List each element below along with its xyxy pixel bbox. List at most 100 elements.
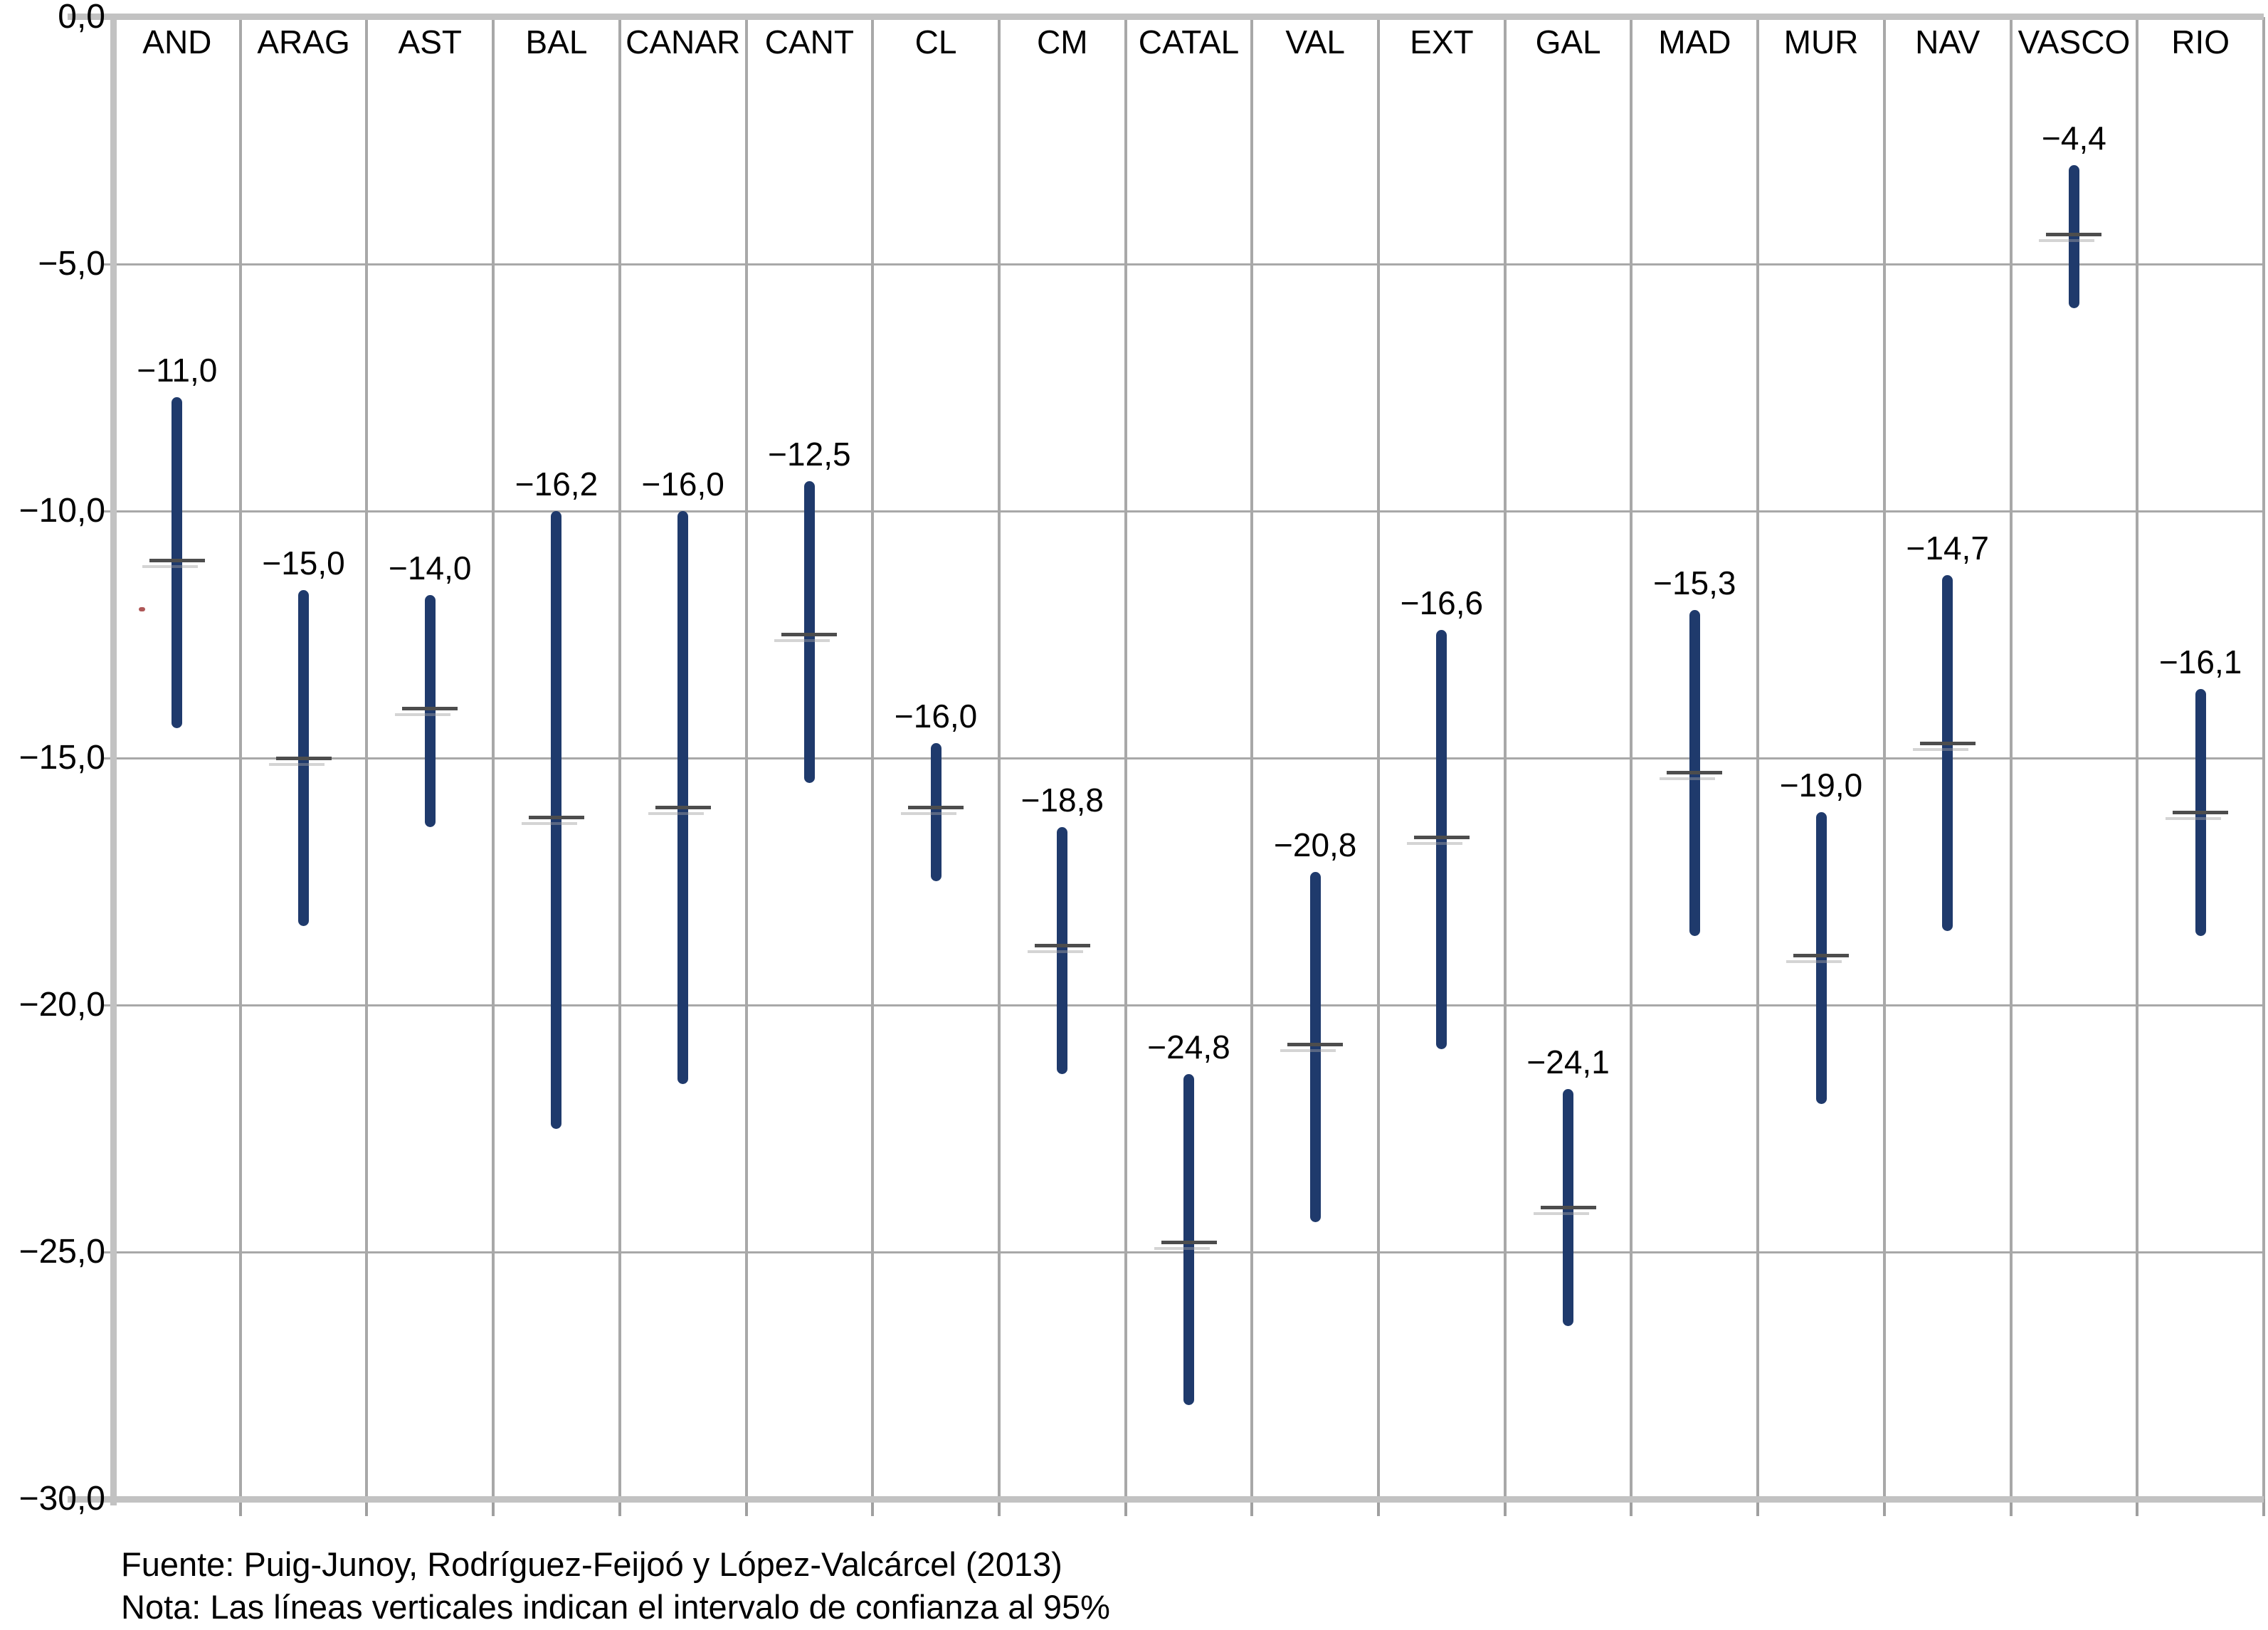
gridline-v bbox=[238, 17, 242, 1499]
mean-tick bbox=[1280, 1043, 1344, 1053]
column-header: VAL bbox=[1285, 23, 1345, 61]
gridline-h bbox=[103, 510, 2264, 512]
ci-bar bbox=[1309, 871, 1321, 1223]
ci-bar bbox=[803, 481, 815, 783]
axis-tick-bottom bbox=[1503, 1499, 1507, 1516]
axis-tick-bottom bbox=[1250, 1499, 1254, 1516]
mean-tick bbox=[648, 805, 711, 815]
value-label: −19,0 bbox=[1779, 767, 1863, 804]
gridline-v bbox=[2009, 17, 2013, 1499]
axis-tick-bottom bbox=[492, 1499, 495, 1516]
ci-bar bbox=[551, 511, 562, 1129]
mean-tick bbox=[774, 633, 838, 642]
column-header: GAL bbox=[1535, 23, 1601, 61]
value-label: −24,1 bbox=[1526, 1043, 1610, 1080]
mean-tick bbox=[268, 756, 332, 766]
ci-bar bbox=[930, 743, 942, 882]
column-header: RIO bbox=[2171, 23, 2230, 61]
plot-border-top bbox=[68, 14, 2264, 20]
ci-bar bbox=[2068, 165, 2079, 309]
axis-tick-bottom bbox=[2009, 1499, 2013, 1516]
value-label: −16,0 bbox=[894, 698, 978, 735]
axis-tick-bottom bbox=[1377, 1499, 1381, 1516]
gridline-v bbox=[997, 17, 1001, 1499]
ci-bar bbox=[677, 511, 689, 1085]
gridline-v bbox=[618, 17, 621, 1499]
column-header: VASCO bbox=[2018, 23, 2131, 61]
axis-tick-bottom bbox=[1756, 1499, 1760, 1516]
value-label: −18,8 bbox=[1020, 782, 1104, 819]
value-label: −14,7 bbox=[1906, 530, 1989, 567]
axis-tick-bottom bbox=[1124, 1499, 1127, 1516]
value-label: −16,1 bbox=[2158, 643, 2242, 680]
ci-bar bbox=[1436, 629, 1447, 1050]
column-header: CATAL bbox=[1138, 23, 1240, 61]
y-axis-line bbox=[110, 14, 117, 1505]
mean-tick bbox=[1912, 741, 1976, 751]
column-header: AST bbox=[398, 23, 462, 61]
value-label: −14,0 bbox=[389, 549, 472, 587]
source-note: Fuente: Puig-Junoy, Rodríguez-Feijoó y L… bbox=[121, 1545, 1062, 1583]
y-axis-tick-label: −30,0 bbox=[19, 1480, 105, 1518]
mean-tick bbox=[2039, 232, 2102, 242]
axis-tick-bottom bbox=[618, 1499, 621, 1516]
value-label: −4,4 bbox=[2042, 120, 2106, 157]
gridline-v bbox=[1124, 17, 1127, 1499]
value-label: −24,8 bbox=[1147, 1029, 1230, 1066]
mean-tick bbox=[1786, 954, 1850, 964]
ci-bar bbox=[1183, 1074, 1194, 1406]
column-header: CANT bbox=[764, 23, 854, 61]
axis-tick-bottom bbox=[2136, 1499, 2139, 1516]
y-axis-tick-label: −10,0 bbox=[19, 492, 105, 530]
value-label: −12,5 bbox=[768, 436, 851, 473]
mean-tick bbox=[521, 815, 584, 825]
column-header: BAL bbox=[525, 23, 588, 61]
gridline-v bbox=[1503, 17, 1507, 1499]
ci-bar bbox=[1942, 575, 1953, 931]
gridline-v bbox=[1377, 17, 1381, 1499]
ci-bar bbox=[1815, 812, 1827, 1104]
y-axis-tick-label: −5,0 bbox=[38, 245, 105, 283]
column-header: CANAR bbox=[626, 23, 741, 61]
y-axis-tick-label: −15,0 bbox=[19, 739, 105, 777]
gridline-v bbox=[365, 17, 369, 1499]
gridline-v bbox=[1630, 17, 1633, 1499]
gridline-v bbox=[1882, 17, 1886, 1499]
axis-tick-bottom bbox=[2262, 1499, 2265, 1516]
gridline-v bbox=[871, 17, 875, 1499]
value-label: −15,3 bbox=[1653, 564, 1736, 601]
artifact-dot bbox=[139, 607, 145, 611]
gridline-h bbox=[103, 757, 2264, 759]
axis-tick-bottom bbox=[365, 1499, 369, 1516]
gridline-v bbox=[1250, 17, 1254, 1499]
ci-bar bbox=[172, 397, 183, 729]
axis-tick-bottom bbox=[744, 1499, 748, 1516]
ci-bar bbox=[424, 594, 436, 828]
gridline-v bbox=[744, 17, 748, 1499]
axis-tick-bottom bbox=[1630, 1499, 1633, 1516]
mean-tick bbox=[1406, 835, 1470, 845]
gridline-v bbox=[2262, 17, 2265, 1499]
column-header: MUR bbox=[1783, 23, 1859, 61]
mean-tick bbox=[1533, 1206, 1596, 1216]
value-label: −15,0 bbox=[262, 545, 345, 582]
column-header: MAD bbox=[1658, 23, 1731, 61]
value-label: −16,2 bbox=[515, 466, 598, 503]
gridline-v bbox=[2136, 17, 2139, 1499]
y-axis-tick-label: −25,0 bbox=[19, 1233, 105, 1271]
gridline-h bbox=[103, 263, 2264, 265]
y-axis-tick-label: 0,0 bbox=[58, 0, 105, 36]
mean-tick bbox=[2166, 810, 2229, 820]
column-header: CM bbox=[1037, 23, 1088, 61]
mean-tick bbox=[395, 707, 458, 717]
mean-tick bbox=[901, 805, 964, 815]
mean-tick bbox=[142, 558, 205, 568]
column-header: NAV bbox=[1915, 23, 1980, 61]
mean-tick bbox=[1660, 771, 1723, 781]
column-header: AND bbox=[142, 23, 212, 61]
axis-tick-bottom bbox=[238, 1499, 242, 1516]
mean-tick bbox=[1027, 944, 1090, 954]
column-header: CL bbox=[914, 23, 957, 61]
column-header: ARAG bbox=[257, 23, 350, 61]
gridline-v bbox=[1756, 17, 1760, 1499]
